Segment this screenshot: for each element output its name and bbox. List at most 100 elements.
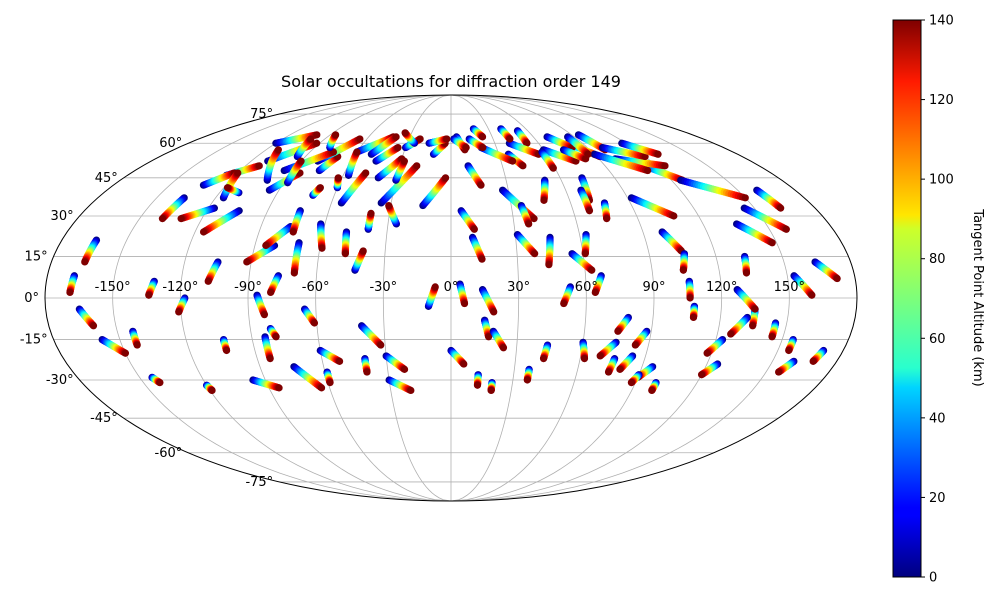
longitude-tick-labels: -150° -120° -90° -60° -30° 0° 30° 60° 90° 120° 150… (95, 280, 805, 295)
track-point (545, 261, 553, 269)
track-point (808, 291, 816, 299)
occultation-track (478, 286, 498, 316)
longitude-tick-label: 60° (575, 280, 598, 295)
occultation-track (616, 352, 637, 373)
track-point (175, 308, 183, 316)
track-point (243, 258, 251, 266)
occultation-track (75, 305, 98, 330)
occultation-track (263, 146, 282, 184)
occultation-track (733, 220, 776, 247)
occultation-track (158, 194, 188, 223)
graticule (45, 95, 857, 501)
colorbar: 0 20 40 60 80 100 120 140 Tangent Point Altitud… (892, 14, 985, 586)
occultation-track (203, 381, 216, 395)
occultation-track (604, 355, 619, 376)
occultation-track (81, 236, 101, 266)
track-point (392, 133, 400, 141)
track-point (394, 143, 402, 152)
track-point (470, 225, 478, 233)
occultation-track (262, 223, 295, 250)
track-point (334, 174, 342, 182)
track-point (407, 386, 415, 395)
track-point (689, 313, 698, 322)
occultation-track (481, 316, 493, 341)
track-point (400, 365, 409, 373)
track-point (145, 291, 153, 299)
track-point (413, 162, 421, 170)
longitude-tick-label: -120° (162, 280, 198, 295)
occultation-track (175, 294, 189, 316)
track-point (473, 381, 482, 389)
occultation-track (579, 338, 589, 363)
colorbar-tick-label: 20 (929, 491, 946, 506)
track-point (523, 139, 531, 147)
colorbar-tick-label: 60 (929, 332, 946, 347)
longitude-tick-label: 30° (507, 280, 530, 295)
track-point (121, 349, 130, 357)
occultation-track (560, 283, 574, 308)
track-point (648, 386, 656, 395)
occultation-track (290, 363, 326, 392)
occultation-track (631, 327, 651, 349)
occultation-track (367, 133, 400, 158)
track-point (400, 157, 408, 165)
track-point (460, 299, 469, 308)
latitude-tick-label: -75° (245, 475, 273, 490)
latitude-tick-label: 30° (51, 209, 74, 224)
track-point (177, 215, 185, 223)
track-point (782, 225, 790, 233)
occultation-track (333, 174, 342, 192)
occultation-track (301, 305, 319, 327)
track-point (462, 143, 470, 152)
track-point (66, 288, 74, 297)
occultation-track (261, 333, 274, 363)
occultation-track (220, 335, 231, 355)
occultation-track (473, 371, 482, 389)
latitude-tick-label: -60° (155, 446, 183, 461)
track-point (367, 209, 375, 217)
track-point (133, 341, 141, 349)
occultation-track (685, 277, 694, 302)
occultation-track (341, 228, 351, 258)
occultation-track (309, 184, 324, 199)
track-point (775, 368, 783, 376)
track-point (460, 360, 468, 368)
occultation-track (741, 252, 751, 277)
track-point (751, 305, 759, 313)
latitude-tick-label: -30° (46, 373, 74, 388)
colorbar-ticks: 0 20 40 60 80 100 120 140 (921, 14, 954, 586)
occultation-track (703, 335, 727, 357)
track-point (641, 152, 649, 161)
occultation-track (323, 368, 334, 387)
occultation-track (591, 272, 605, 297)
track-point (506, 135, 514, 143)
occultation-track (545, 233, 554, 269)
longitude-tick-label: -150° (95, 280, 131, 295)
occultation-track (382, 352, 409, 373)
track-point (742, 269, 751, 277)
occultation-track (811, 258, 841, 283)
track-point (585, 207, 594, 215)
occultation-track (538, 148, 557, 172)
track-point (584, 150, 592, 158)
occultation-track (249, 376, 283, 392)
latitude-tick-label: 75° (250, 107, 273, 122)
track-point (356, 135, 364, 143)
track-point (519, 162, 527, 170)
track-point (316, 184, 324, 192)
occultation-track (627, 194, 678, 220)
track-point (441, 174, 450, 182)
colorbar-tick-label: 140 (929, 14, 954, 29)
longitude-tick-label: -90° (234, 280, 262, 295)
occultation-track (598, 143, 649, 161)
occultation-track (679, 250, 688, 274)
track-point (785, 346, 793, 355)
occultation-track (785, 335, 797, 355)
occultation-track (523, 365, 533, 384)
track-point (499, 344, 508, 352)
occultation-track (618, 139, 662, 158)
occultation-track (790, 272, 816, 299)
track-point (199, 228, 208, 236)
occultation-track (564, 133, 592, 158)
track-point (596, 352, 604, 360)
